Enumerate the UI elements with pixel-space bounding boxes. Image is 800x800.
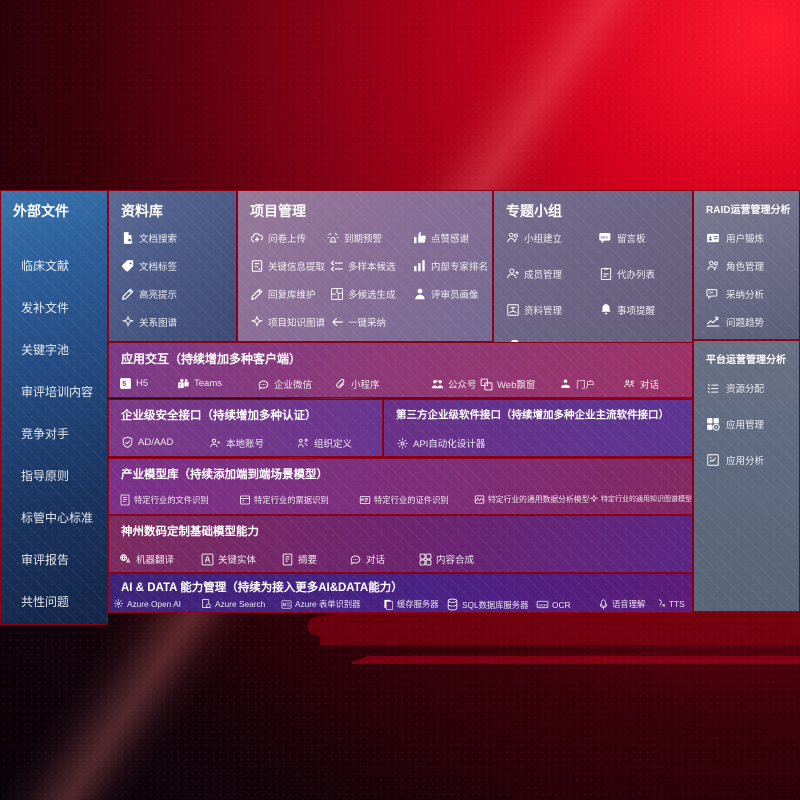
svg-text:BBS: BBS — [600, 235, 608, 239]
svg-text:OCR: OCR — [538, 603, 547, 607]
svg-text:5: 5 — [122, 381, 126, 388]
svg-text:QA: QA — [708, 291, 714, 295]
